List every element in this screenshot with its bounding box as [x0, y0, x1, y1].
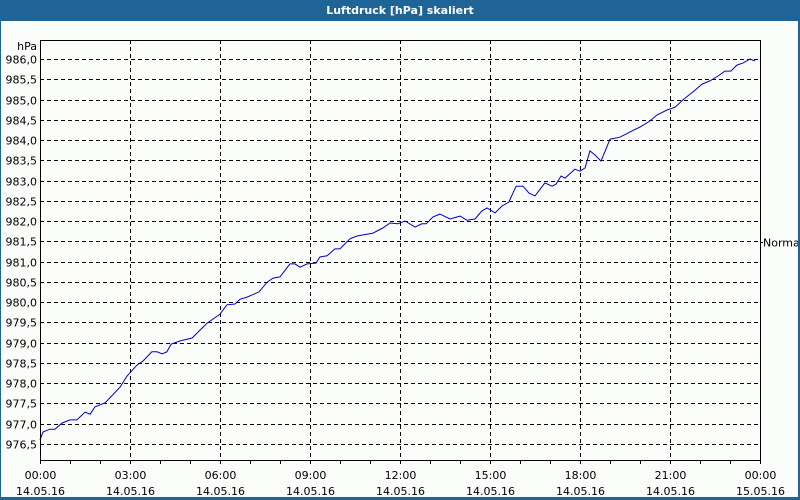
y-tick-label: 977,5 [6, 398, 38, 411]
x-tick-date: 14.05.16 [106, 485, 155, 497]
legend-label: Normal [763, 237, 798, 250]
y-tick-label: 978,0 [6, 378, 38, 391]
x-tick-time: 18:00 [565, 469, 597, 482]
line-chart: 986,0 985,5 985,0 984,5 984,0 983,5 983,0 982,5… [6, 40, 798, 497]
y-tick-label: 978,5 [6, 358, 38, 371]
y-axis: 986,0 985,5 985,0 984,5 984,0 983,5 983,0 982,5… [6, 40, 38, 452]
x-tick-date: 14.05.16 [646, 485, 695, 497]
x-tick-time: 00:00 [745, 469, 777, 482]
x-tick-time: 06:00 [205, 469, 237, 482]
y-tick-label: 981,5 [6, 236, 38, 249]
x-tick-time: 21:00 [655, 469, 687, 482]
y-tick-label: 982,5 [6, 196, 38, 209]
x-tick-date: 14.05.16 [556, 485, 605, 497]
y-tick-label: 983,0 [6, 176, 38, 189]
y-tick-label: 976,5 [6, 439, 38, 452]
x-axis: 00:00 14.05.16 03:00 14.05.16 06:00 14.05.16 0… [16, 460, 785, 497]
plot-frame [40, 40, 761, 461]
x-tick-date: 15.05.16 [736, 485, 785, 497]
x-tick-time: 15:00 [475, 469, 507, 482]
x-tick-date: 14.05.16 [16, 485, 65, 497]
y-tick-label: 984,5 [6, 115, 38, 128]
y-tick-label: 980,5 [6, 277, 38, 290]
y-unit-label: hPa [17, 40, 37, 53]
y-tick-label: 983,5 [6, 155, 38, 168]
x-tick-time: 12:00 [385, 469, 417, 482]
grid-lines [40, 40, 760, 464]
pressure-series-line [39, 58, 756, 441]
window-title: Luftdruck [hPa] skaliert [326, 4, 474, 17]
y-tick-label: 986,0 [6, 54, 38, 67]
y-tick-label: 985,5 [6, 74, 38, 87]
y-tick-label: 980,0 [6, 297, 38, 310]
legend: Normal [760, 237, 798, 250]
x-tick-time: 03:00 [115, 469, 147, 482]
x-tick-time: 09:00 [295, 469, 327, 482]
x-tick-date: 14.05.16 [466, 485, 515, 497]
x-tick-date: 14.05.16 [376, 485, 425, 497]
y-tick-label: 981,0 [6, 257, 38, 270]
x-tick-date: 14.05.16 [286, 485, 335, 497]
y-tick-label: 979,5 [6, 317, 38, 330]
x-tick-date: 14.05.16 [196, 485, 245, 497]
chart-area: 986,0 985,5 985,0 984,5 984,0 983,5 983,0 982,5… [1, 21, 798, 497]
y-tick-label: 982,0 [6, 216, 38, 229]
y-tick-label: 979,0 [6, 338, 38, 351]
y-tick-label: 977,0 [6, 419, 38, 432]
y-tick-label: 984,0 [6, 135, 38, 148]
y-tick-label: 985,0 [6, 95, 38, 108]
x-tick-time: 00:00 [25, 469, 57, 482]
